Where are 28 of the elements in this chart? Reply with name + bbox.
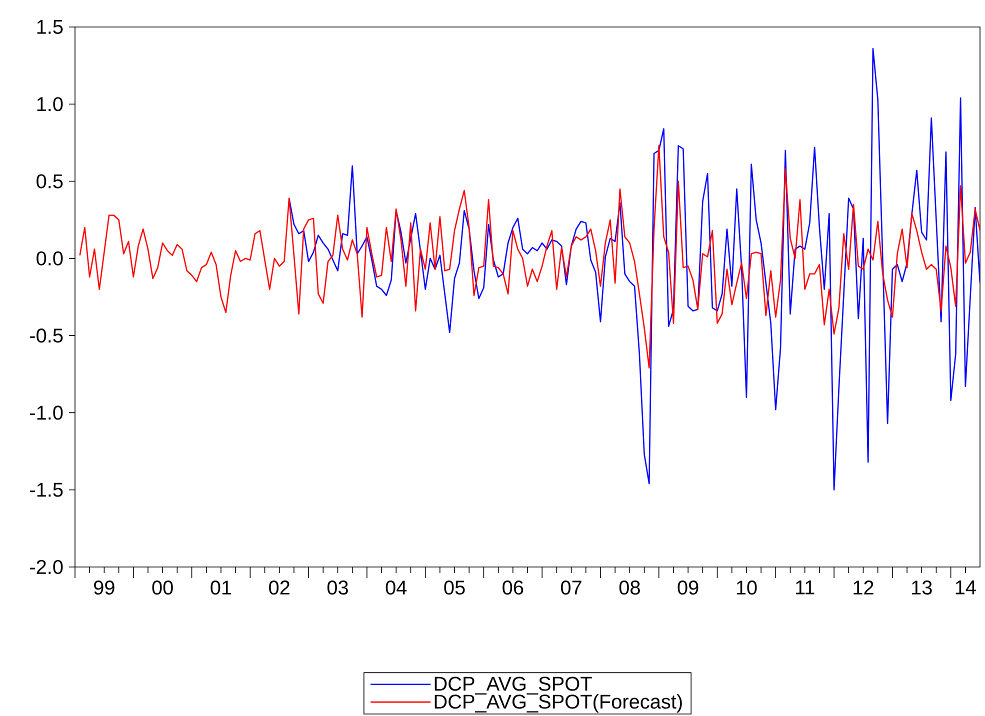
- x-tick-label: 05: [444, 580, 465, 595]
- line-series: [79, 145, 980, 369]
- x-tick-label: 14: [956, 580, 976, 594]
- y-tick-label: 1.5: [37, 20, 63, 34]
- y-tick-label: -0.5: [30, 328, 63, 343]
- line-series: [288, 48, 980, 491]
- y-tick-label: -2.0: [30, 560, 63, 574]
- x-tick-label: 13: [912, 580, 932, 595]
- x-tick-label: 11: [796, 580, 814, 594]
- x-tick-label: 09: [678, 580, 698, 595]
- y-tick-label: 0.0: [36, 251, 63, 266]
- y-tick-label: -1.5: [30, 482, 63, 497]
- y-tick-label: 1.0: [37, 97, 63, 112]
- x-tick-label: 08: [619, 580, 640, 595]
- legend-label: DCP_AVG_SPOT(Forecast): [434, 694, 682, 713]
- x-tick-label: 02: [269, 580, 290, 595]
- x-tick-label: 12: [854, 580, 874, 594]
- x-tick-label: 99: [94, 580, 114, 595]
- y-tick-label: 0.5: [36, 174, 63, 188]
- x-tick-label: 01: [210, 580, 232, 595]
- x-tick-label: 07: [560, 580, 582, 595]
- x-tick-label: 00: [152, 580, 173, 595]
- x-tick-label: 04: [386, 580, 407, 595]
- x-tick-label: 03: [327, 580, 348, 595]
- x-tick-label: 06: [502, 580, 524, 595]
- legend-label: DCP_AVG_SPOT: [434, 676, 592, 695]
- x-tick-label: 10: [736, 580, 757, 595]
- y-tick-label: -1.0: [30, 406, 63, 420]
